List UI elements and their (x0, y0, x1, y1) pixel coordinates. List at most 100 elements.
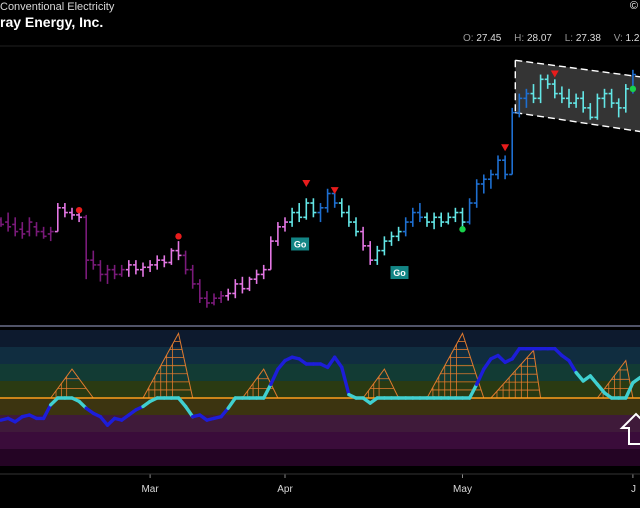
oscillator-segment (467, 382, 479, 400)
red-dot-icon (75, 206, 83, 214)
go-label-text: Go (393, 268, 406, 278)
price-bar (253, 269, 260, 284)
price-bar (218, 291, 225, 303)
price-bar (622, 84, 629, 113)
price-bar (239, 276, 246, 294)
price-bar (416, 203, 423, 223)
price-bar (260, 264, 267, 280)
go-label-text: Go (294, 239, 307, 249)
price-bar (580, 91, 587, 113)
price-bar (61, 203, 68, 218)
high-key: H: (514, 33, 525, 44)
x-tick-label: Apr (277, 484, 293, 495)
price-bar (445, 212, 452, 225)
x-tick-label: Mar (141, 484, 159, 495)
oscillator-segment (624, 381, 635, 400)
oscillator-band (0, 415, 640, 432)
price-bar (246, 276, 253, 292)
price-bar (118, 264, 125, 277)
trend-channel (514, 59, 640, 133)
price-bar (104, 264, 111, 284)
oscillator-band (0, 330, 640, 347)
price-bar (161, 255, 168, 268)
green-dot-icon (459, 226, 466, 233)
x-axis: Mar Apr May J (0, 473, 640, 495)
volume-cloud-peak (362, 368, 400, 399)
price-bar (203, 291, 210, 308)
price-bar (147, 260, 154, 273)
oscillator-segment (276, 358, 287, 371)
oscillator-segment (510, 347, 521, 361)
oscillator-segment (574, 370, 585, 383)
price-bar (558, 86, 565, 104)
price-bar (395, 226, 402, 242)
oscillator-band (0, 398, 640, 415)
price-bar (495, 155, 501, 180)
price-bar (537, 74, 544, 104)
oscillator-band (0, 364, 640, 381)
channel-fill (515, 60, 640, 132)
copyright-icon: © (629, 0, 638, 12)
go-label: Go (291, 237, 310, 251)
oscillator-segment (325, 355, 337, 370)
down-triangle-icon (330, 187, 339, 195)
price-bar (402, 217, 409, 237)
price-bar (551, 79, 558, 99)
price-bar (345, 205, 352, 227)
oscillator-segment (183, 404, 195, 419)
price-bar (303, 198, 310, 220)
price-bar (232, 279, 239, 299)
oscillator-segment (475, 367, 486, 387)
price-bar (267, 236, 274, 271)
price-bar (566, 88, 572, 108)
security-title: ray Energy, Inc. (0, 14, 104, 30)
price-bar (182, 250, 189, 275)
price-bar (353, 217, 359, 237)
volume-cloud-peak (50, 368, 94, 399)
oscillator-segment (631, 375, 640, 385)
price-bar (502, 155, 509, 180)
ohlc-readout: O: 27.45 H: 28.07 L: 27.38 V: 1.255m (463, 33, 640, 44)
signal-markers: Go Go (75, 70, 637, 280)
price-bar (12, 217, 19, 237)
down-triangle-icon (302, 180, 311, 187)
up-arrow-icon (619, 412, 640, 445)
price-bar (274, 222, 281, 246)
price-bar (388, 231, 395, 246)
down-triangle-icon (501, 144, 510, 152)
price-bar (225, 288, 232, 301)
oscillator-segment (262, 382, 273, 400)
sector-label: Conventional Electricity (0, 1, 115, 13)
open-value: 27.45 (476, 33, 502, 44)
volume-cloud-peak (426, 332, 485, 399)
oscillator-band (0, 381, 640, 398)
price-bar (310, 198, 317, 218)
oscillator-segment (588, 374, 600, 387)
channel-lower-line (515, 111, 640, 133)
price-bar (615, 98, 622, 118)
price-bar (175, 241, 182, 261)
price-bar (360, 226, 367, 251)
oscillator-band (0, 449, 640, 466)
price-bar (211, 293, 217, 306)
price-bar (111, 264, 118, 280)
price-bar (466, 198, 473, 225)
price-bar (530, 84, 537, 104)
price-bar (189, 264, 196, 289)
go-label: Go (390, 266, 409, 280)
price-bar (452, 207, 459, 223)
price-bar (544, 74, 551, 89)
price-bar (54, 203, 61, 233)
price-bar (594, 93, 601, 120)
price-bar (33, 222, 40, 237)
price-bar (125, 260, 132, 277)
price-bar (69, 207, 75, 220)
volume-value: 1.255m (625, 33, 640, 44)
price-bar (608, 88, 615, 108)
oscillator-segment (226, 396, 238, 410)
price-bar (601, 88, 608, 108)
price-bar (317, 203, 324, 223)
price-bar (487, 169, 494, 189)
price-bar (40, 226, 47, 239)
